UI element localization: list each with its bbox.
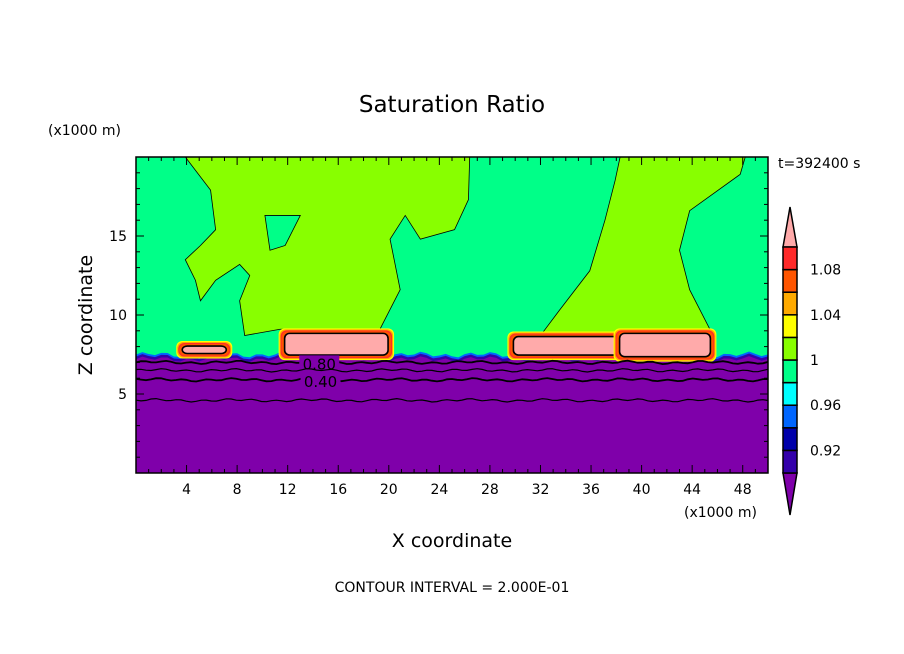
- colorbar-swatch: [782, 359, 798, 384]
- x-unit-label: (x1000 m): [684, 505, 757, 521]
- colorbar-over-triangle: [782, 206, 798, 248]
- x-tick-label: 12: [279, 482, 297, 498]
- x-tick-label: 44: [683, 482, 701, 498]
- colorbar-swatch: [782, 381, 798, 406]
- x-tick-label: 8: [233, 482, 242, 498]
- colorbar-swatch: [782, 314, 798, 339]
- colorbar-swatch: [782, 336, 798, 361]
- y-tick-label: 5: [118, 387, 127, 403]
- x-tick-label: 20: [380, 482, 398, 498]
- cloud-12-20: [283, 332, 389, 356]
- colorbar-swatch: [782, 291, 798, 316]
- contour-line-0.2: [136, 397, 768, 403]
- contour-label-bg: [300, 372, 341, 387]
- cloud-30-38: [512, 335, 622, 356]
- plot-area: 0.800.40: [136, 157, 768, 473]
- colorbar-under-triangle: [782, 472, 798, 516]
- contour-interval-footer: CONTOUR INTERVAL = 2.000E-01: [335, 580, 570, 596]
- cloud-4-7: [181, 345, 228, 355]
- x-tick-label: 4: [182, 482, 191, 498]
- x-tick-label: 48: [734, 482, 752, 498]
- x-tick-label: 36: [582, 482, 600, 498]
- colorbar-label: 0.96: [810, 398, 841, 414]
- y-tick-label: 15: [109, 229, 127, 245]
- y-axis-label: Z coordinate: [75, 255, 97, 375]
- y-tick-label: 10: [109, 308, 127, 324]
- dry-layer: [136, 356, 768, 473]
- contour-label: 0.40: [304, 373, 337, 391]
- x-tick-label: 24: [430, 482, 448, 498]
- colorbar: 0.92 0.96 1 1.04 1.08: [782, 206, 841, 516]
- colorbar-swatch: [782, 246, 798, 271]
- contour-line-0.6: [136, 367, 768, 373]
- time-label: t=392400 s: [778, 156, 860, 172]
- colorbar-swatch: [782, 427, 798, 452]
- chart-title: Saturation Ratio: [359, 92, 545, 118]
- subsaturated-hole: [264, 215, 301, 251]
- colorbar-label: 1.08: [810, 263, 841, 279]
- contour-label-bg: [299, 355, 340, 370]
- contour-line-0.8: [136, 359, 768, 366]
- colorbar-swatch: [782, 404, 798, 429]
- colorbar-label: 1.04: [810, 308, 841, 324]
- y-unit-label: (x1000 m): [48, 123, 121, 139]
- x-axis-label: X coordinate: [392, 530, 512, 552]
- contour-line-0.4: [136, 377, 768, 383]
- x-tick-label: 28: [481, 482, 499, 498]
- x-tick-label: 40: [633, 482, 651, 498]
- x-tick-label: 32: [532, 482, 550, 498]
- x-tick-label: 16: [329, 482, 347, 498]
- colorbar-swatch: [782, 268, 798, 293]
- colorbar-label: 1: [810, 353, 819, 369]
- colorbar-label: 0.92: [810, 443, 841, 459]
- cloud-38-46: [618, 332, 712, 358]
- supersaturated-region-left: [184, 157, 471, 337]
- colorbar-swatch: [782, 449, 798, 474]
- contour-fills: 0.800.40: [136, 157, 768, 473]
